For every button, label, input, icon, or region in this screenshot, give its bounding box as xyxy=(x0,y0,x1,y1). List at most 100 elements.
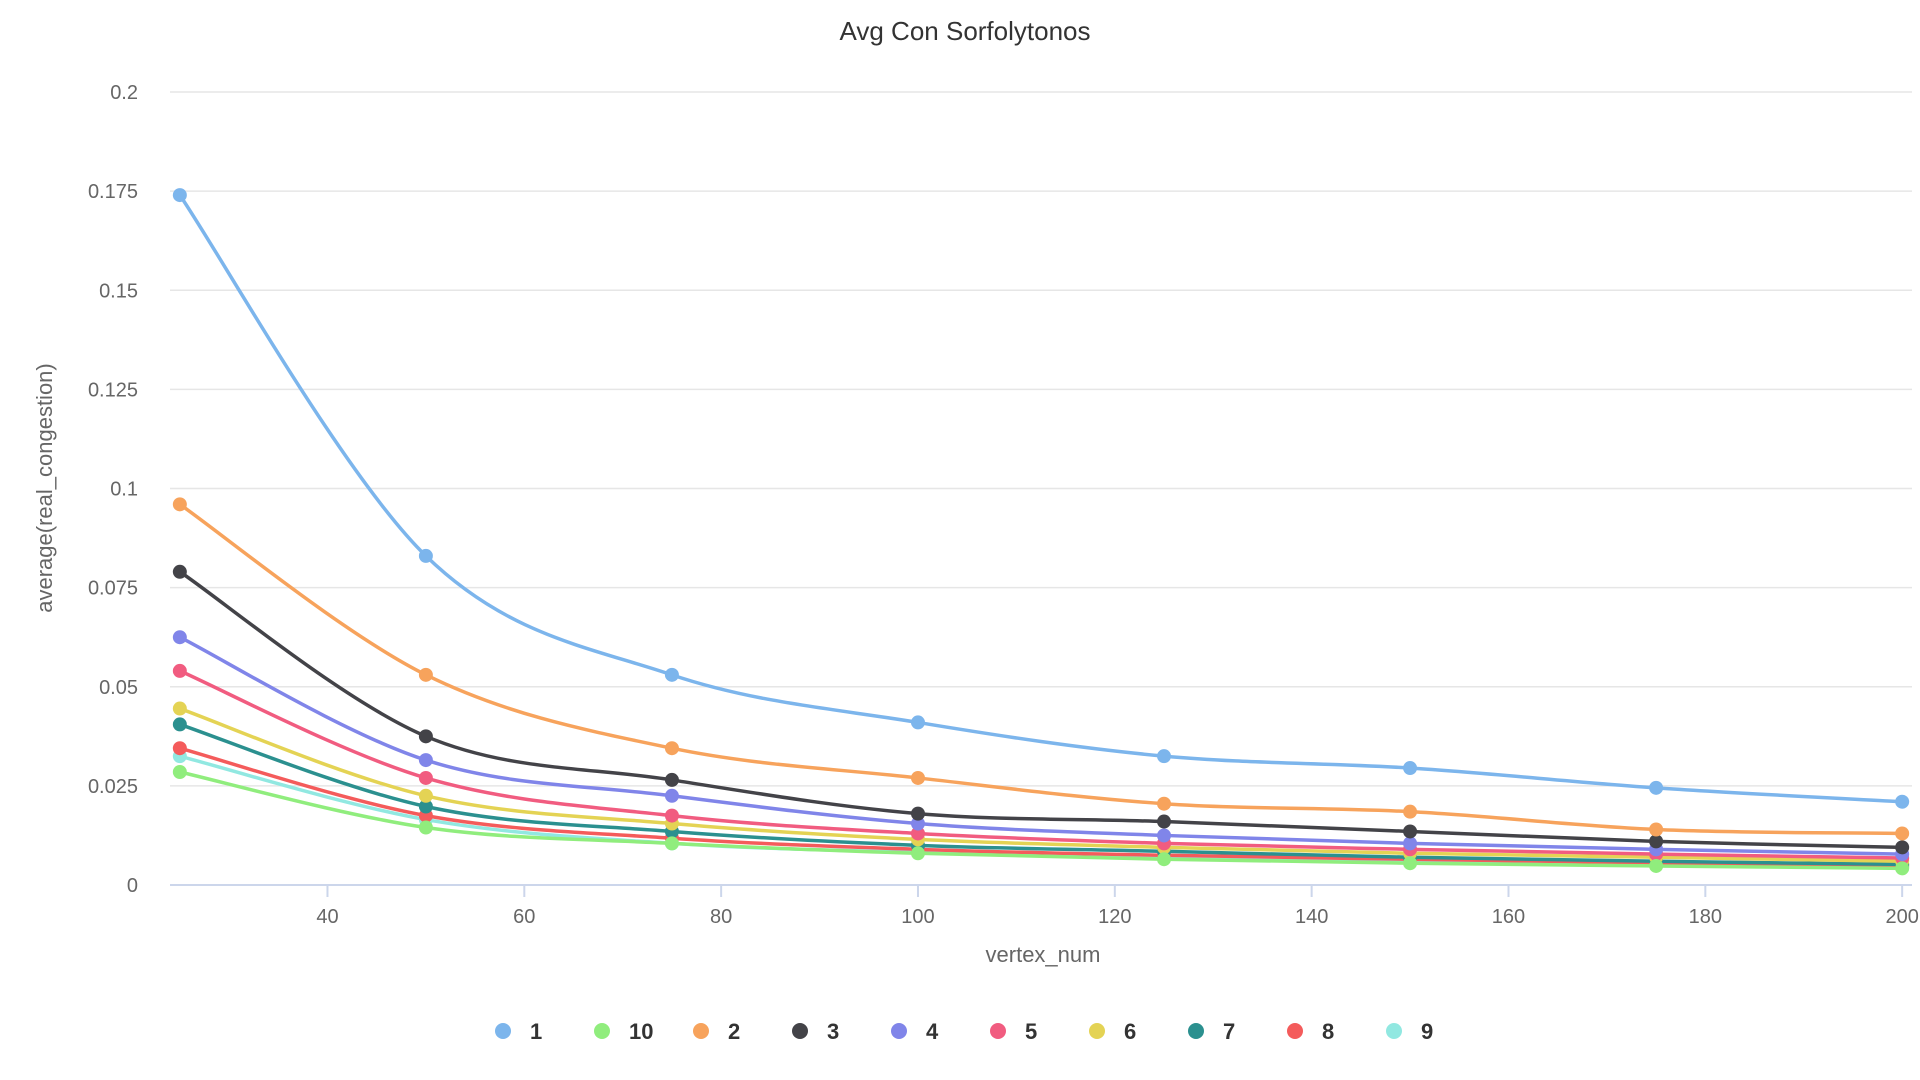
x-tick-label: 160 xyxy=(1492,906,1525,928)
series-4 xyxy=(172,630,1910,862)
x-tick-label: 40 xyxy=(316,906,338,928)
data-point[interactable] xyxy=(418,799,433,814)
legend-item-10[interactable]: 10 xyxy=(594,1019,653,1044)
data-point[interactable] xyxy=(172,497,187,512)
series-line-3 xyxy=(178,570,1904,850)
data-point[interactable] xyxy=(418,820,433,835)
data-point[interactable] xyxy=(1157,828,1172,843)
data-point[interactable] xyxy=(172,663,187,678)
y-tick-label: 0.075 xyxy=(88,578,138,600)
legend-item-2[interactable]: 2 xyxy=(693,1019,740,1044)
x-tick-label: 140 xyxy=(1295,906,1328,928)
data-point[interactable] xyxy=(664,808,679,823)
legend-item-3[interactable]: 3 xyxy=(792,1019,839,1044)
legend-marker xyxy=(594,1023,610,1039)
data-point[interactable] xyxy=(910,715,925,730)
data-point[interactable] xyxy=(418,548,433,563)
legend-item-9[interactable]: 9 xyxy=(1386,1019,1433,1044)
y-tick-label: 0.05 xyxy=(99,677,138,699)
legend-marker xyxy=(891,1023,907,1039)
data-point[interactable] xyxy=(418,753,433,768)
data-point[interactable] xyxy=(172,741,187,756)
data-point[interactable] xyxy=(418,770,433,785)
legend-item-5[interactable]: 5 xyxy=(990,1019,1037,1044)
data-point[interactable] xyxy=(172,630,187,645)
y-tick-label: 0.1 xyxy=(110,479,138,501)
legend-label: 8 xyxy=(1322,1019,1334,1044)
legend-label: 7 xyxy=(1223,1019,1235,1044)
legend-item-7[interactable]: 7 xyxy=(1188,1019,1235,1044)
series-line-10 xyxy=(178,770,1904,871)
series-line-1 xyxy=(178,193,1904,804)
series-line-4 xyxy=(178,635,1904,856)
y-tick-label: 0 xyxy=(127,875,138,897)
data-point[interactable] xyxy=(1649,780,1664,795)
legend-marker xyxy=(1089,1023,1105,1039)
data-point[interactable] xyxy=(418,667,433,682)
data-point[interactable] xyxy=(1895,861,1910,876)
x-axis-label: vertex_num xyxy=(986,942,1101,967)
data-point[interactable] xyxy=(910,806,925,821)
series-2 xyxy=(172,497,1910,841)
legend-label: 3 xyxy=(827,1019,839,1044)
data-point[interactable] xyxy=(1403,824,1418,839)
data-point[interactable] xyxy=(910,770,925,785)
data-point[interactable] xyxy=(1157,852,1172,867)
x-tick-label: 80 xyxy=(710,906,732,928)
data-point[interactable] xyxy=(1649,858,1664,873)
series-group xyxy=(172,188,1910,876)
series-line-6 xyxy=(178,706,1904,863)
data-point[interactable] xyxy=(664,667,679,682)
legend-item-6[interactable]: 6 xyxy=(1089,1019,1136,1044)
legend-marker xyxy=(1188,1023,1204,1039)
y-tick-label: 0.2 xyxy=(110,82,138,104)
legend: 1 10 2 3 4 5 6 7 8 9 xyxy=(495,1019,1433,1044)
legend-marker xyxy=(495,1023,511,1039)
data-point[interactable] xyxy=(1895,794,1910,809)
data-point[interactable] xyxy=(172,564,187,579)
data-point[interactable] xyxy=(1895,840,1910,855)
series-line-2 xyxy=(178,502,1904,836)
series-3 xyxy=(172,564,1910,855)
series-line-7 xyxy=(178,722,1904,867)
data-point[interactable] xyxy=(910,826,925,841)
legend-label: 9 xyxy=(1421,1019,1433,1044)
data-point[interactable] xyxy=(172,764,187,779)
data-point[interactable] xyxy=(1157,749,1172,764)
series-1 xyxy=(172,188,1910,809)
legend-item-1[interactable]: 1 xyxy=(495,1019,542,1044)
data-point[interactable] xyxy=(172,188,187,203)
legend-marker xyxy=(990,1023,1006,1039)
data-point[interactable] xyxy=(172,717,187,732)
x-tick-label: 200 xyxy=(1885,906,1918,928)
data-point[interactable] xyxy=(1649,822,1664,837)
data-point[interactable] xyxy=(1403,856,1418,871)
data-point[interactable] xyxy=(664,788,679,803)
data-point[interactable] xyxy=(1157,814,1172,829)
data-point[interactable] xyxy=(1403,836,1418,851)
legend-item-4[interactable]: 4 xyxy=(891,1019,939,1044)
data-point[interactable] xyxy=(1895,826,1910,841)
data-point[interactable] xyxy=(172,701,187,716)
data-point[interactable] xyxy=(1157,796,1172,811)
data-point[interactable] xyxy=(664,741,679,756)
data-point[interactable] xyxy=(418,788,433,803)
legend-marker xyxy=(1287,1023,1303,1039)
data-point[interactable] xyxy=(664,772,679,787)
data-point[interactable] xyxy=(1403,761,1418,776)
legend-marker xyxy=(1386,1023,1402,1039)
legend-item-8[interactable]: 8 xyxy=(1287,1019,1334,1044)
series-10 xyxy=(172,764,1910,876)
data-point[interactable] xyxy=(418,729,433,744)
data-point[interactable] xyxy=(1403,804,1418,819)
series-6 xyxy=(172,701,1910,869)
data-point[interactable] xyxy=(910,816,925,831)
data-point[interactable] xyxy=(1649,834,1664,849)
series-line-5 xyxy=(178,669,1904,860)
legend-label: 10 xyxy=(629,1019,653,1044)
x-axis: 40 60 80 100 120 140 160 180 200 xyxy=(170,884,1919,928)
data-point[interactable] xyxy=(910,846,925,861)
data-point[interactable] xyxy=(664,836,679,851)
